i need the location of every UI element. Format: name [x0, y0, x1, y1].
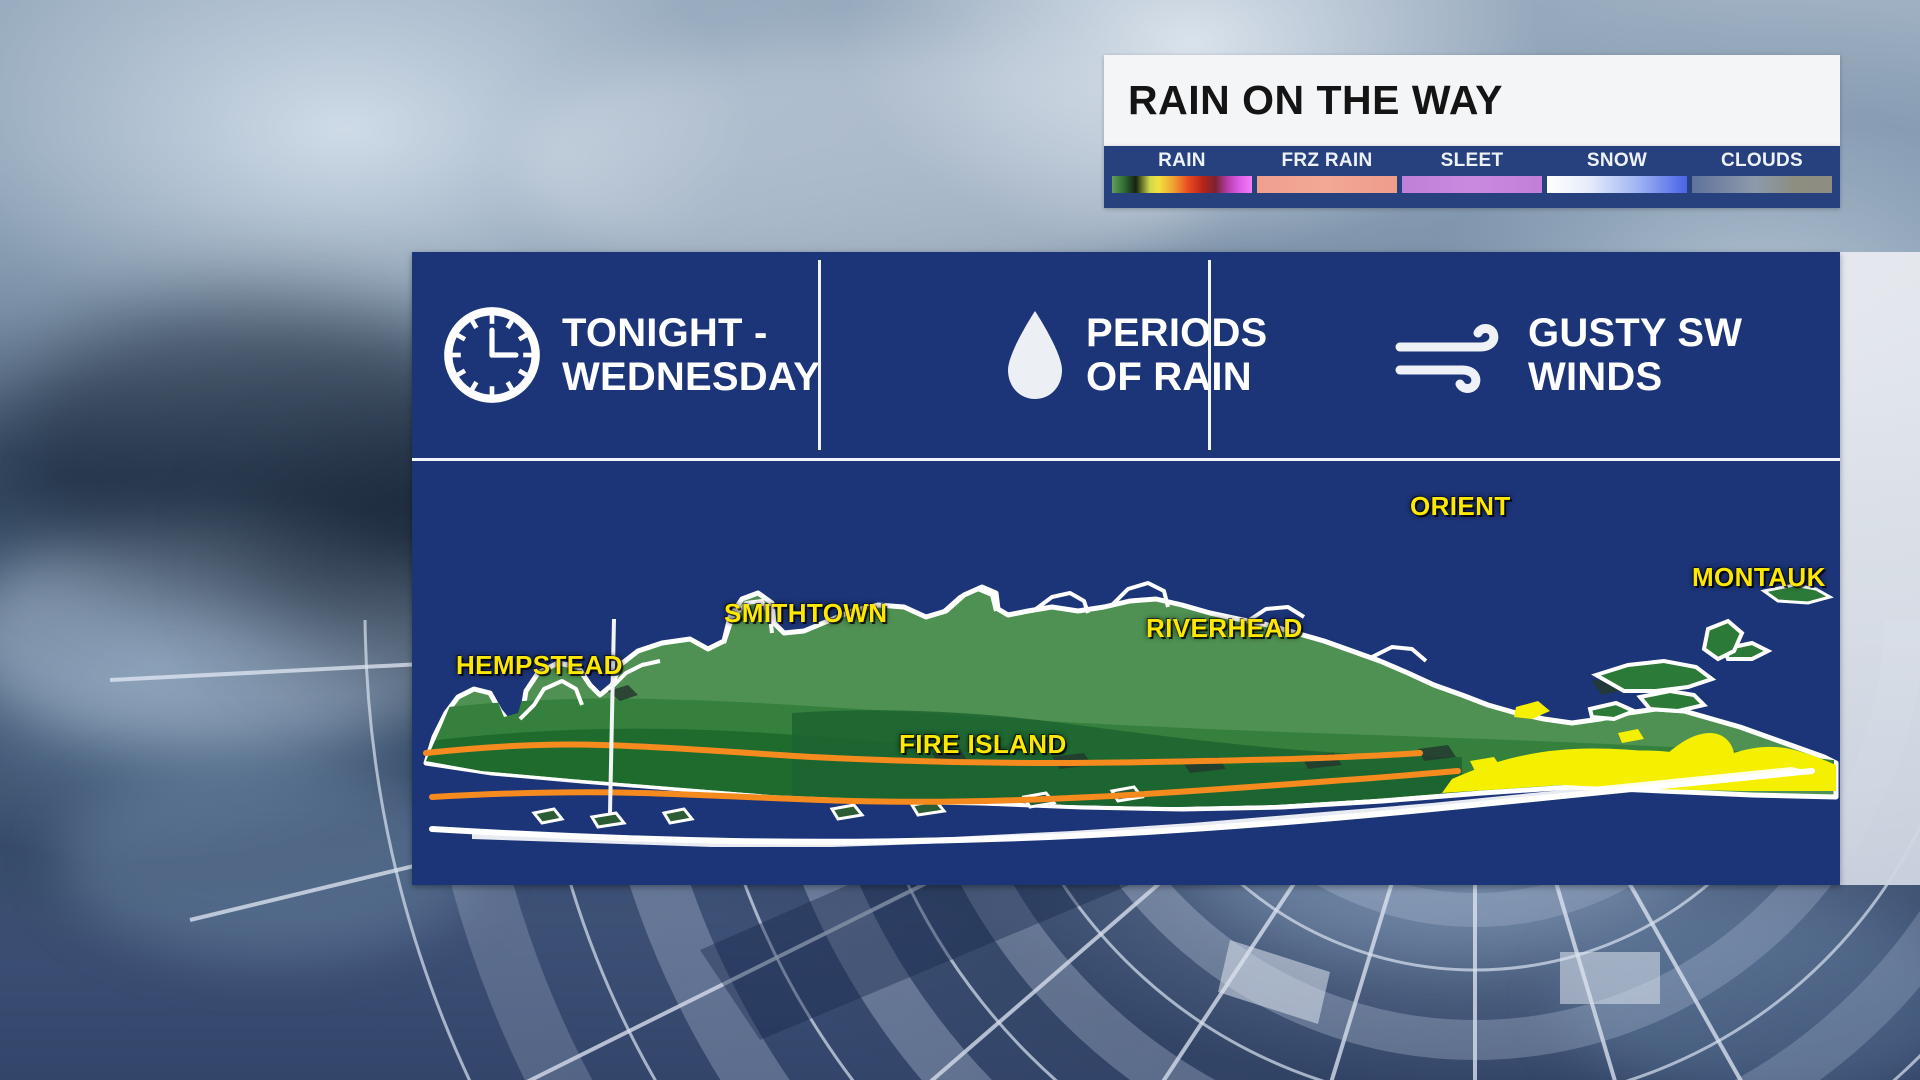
forecast-timing-text: TONIGHT - WEDNESDAY [562, 311, 820, 399]
legend-label: SNOW [1586, 150, 1648, 171]
legend-label: CLOUDS [1720, 150, 1804, 171]
fire-island-barrier [429, 767, 1815, 847]
forecast-precip-line1: PERIODS [1086, 311, 1268, 355]
legend-item-snow: SNOW [1547, 149, 1687, 208]
clock-icon [440, 303, 544, 407]
forecast-precip-text: PERIODS OF RAIN [1086, 311, 1267, 399]
coastline-detail [518, 581, 1428, 721]
forecast-timing-cell: TONIGHT - WEDNESDAY [412, 252, 974, 458]
sleet-swatch [1402, 176, 1542, 193]
forecast-precip-line2: OF RAIN [1086, 355, 1252, 399]
legend-label: RAIN [1158, 150, 1206, 171]
snow-swatch [1547, 176, 1687, 193]
forecast-timing-line2: WEDNESDAY [562, 355, 821, 399]
panel-right-edge-strip [1840, 252, 1920, 885]
legend-item-frz-rain: FRZ RAIN [1257, 149, 1397, 208]
forecast-summary-row: TONIGHT - WEDNESDAY PERIODS OF RAIN [412, 252, 1840, 458]
panel-divider [1208, 260, 1211, 450]
legend-item-clouds: CLOUDS [1692, 149, 1832, 208]
legend-item-rain: RAIN [1112, 149, 1252, 208]
long-island-precipitation-map[interactable]: HEMPSTEAD SMITHTOWN FIRE ISLAND RIVERHEA… [412, 461, 1840, 885]
forecast-timing-line1: TONIGHT - [562, 311, 768, 355]
wind-icon [1392, 312, 1510, 398]
clouds-swatch [1692, 176, 1832, 193]
title-bar: RAIN ON THE WAY [1104, 55, 1840, 146]
precip-contour-lines [423, 741, 1461, 805]
precipitation-legend: RAIN FRZ RAIN SLEET SNOW CLOUDS [1104, 146, 1840, 208]
frz-rain-swatch [1257, 176, 1397, 193]
east-end-islands [1587, 583, 1834, 722]
legend-item-sleet: SLEET [1402, 149, 1542, 208]
county-boundary-line [608, 618, 616, 814]
legend-label: SLEET [1440, 150, 1504, 171]
cloud-wisp [520, 40, 1220, 290]
forecast-wind-line1: GUSTY SW [1528, 311, 1743, 355]
legend-label: FRZ RAIN [1281, 150, 1373, 171]
forecast-wind-line2: WINDS [1528, 355, 1663, 399]
panel-horizontal-divider [412, 458, 1840, 461]
forecast-wind-cell: GUSTY SW WINDS [1364, 252, 1840, 458]
forecast-wind-text: GUSTY SW WINDS [1528, 311, 1742, 399]
water-drop-icon [1002, 308, 1068, 402]
rain-swatch [1112, 176, 1252, 193]
page-title: RAIN ON THE WAY [1128, 77, 1504, 123]
header-banner: RAIN ON THE WAY RAIN FRZ RAIN SLEET SNOW… [1104, 55, 1840, 208]
panel-divider [818, 260, 821, 450]
forecast-precip-cell: PERIODS OF RAIN [974, 252, 1364, 458]
forecast-panel: TONIGHT - WEDNESDAY PERIODS OF RAIN [412, 252, 1840, 885]
